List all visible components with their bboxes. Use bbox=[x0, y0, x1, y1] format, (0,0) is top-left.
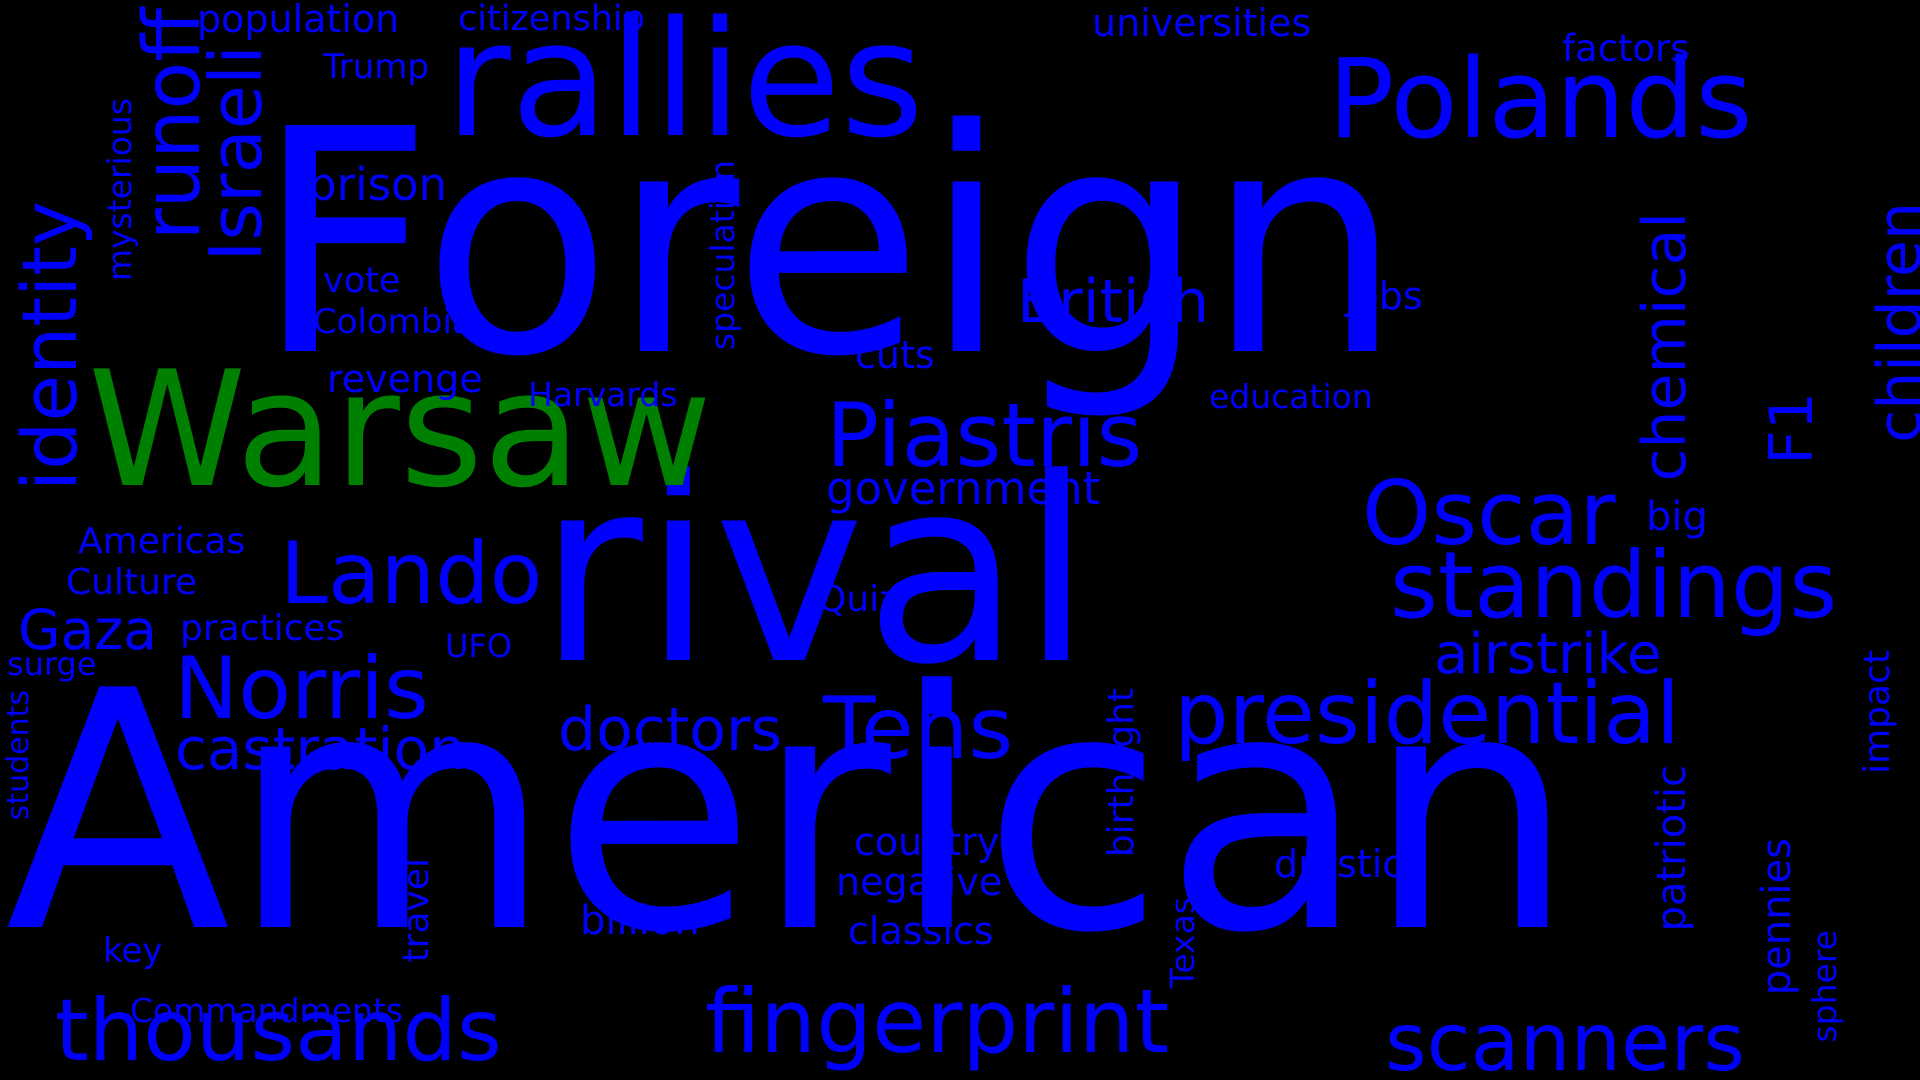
word-tens: Tens bbox=[823, 679, 1014, 779]
word-commandments: Commandments bbox=[130, 991, 404, 1030]
word-scanners: scanners bbox=[1385, 996, 1745, 1080]
word-rallies: rallies bbox=[445, 0, 924, 173]
word-big: big bbox=[1646, 494, 1708, 540]
word-speculation: speculation bbox=[703, 160, 742, 351]
word-citizenship: citizenship bbox=[458, 0, 645, 39]
word-doctors: doctors bbox=[558, 695, 782, 765]
word-fingerprint: fingerprint bbox=[705, 970, 1170, 1073]
word-piastris: Piastris bbox=[826, 384, 1143, 487]
word-mysterious: mysterious bbox=[100, 98, 139, 282]
word-trump: Trump bbox=[323, 47, 430, 87]
word-ufo: UFO bbox=[445, 627, 513, 665]
word-oscar: Oscar bbox=[1362, 462, 1616, 565]
word-harvards: Harvards bbox=[528, 375, 678, 414]
word-sphere: sphere bbox=[1805, 930, 1844, 1043]
word-pennies: pennies bbox=[1754, 838, 1800, 996]
word-foreign: Foreign bbox=[255, 64, 1403, 425]
word-students: students bbox=[1, 690, 36, 821]
word-impact: impact bbox=[1857, 650, 1898, 774]
word-f1: F1 bbox=[1757, 392, 1827, 465]
word-presidential: presidential bbox=[1174, 664, 1680, 764]
word-british: British bbox=[1017, 267, 1209, 337]
word-lando: Lando bbox=[280, 524, 543, 624]
word-government: government bbox=[826, 462, 1101, 515]
word-texas: Texas bbox=[1163, 897, 1202, 989]
word-gaza: Gaza bbox=[18, 598, 157, 662]
word-colombia: Colombia bbox=[313, 302, 473, 342]
word-negative: negative bbox=[836, 860, 1003, 904]
word-country: country bbox=[854, 820, 1000, 864]
word-americas: Americas bbox=[78, 521, 246, 562]
word-polands: Polands bbox=[1328, 35, 1753, 163]
word-revenge: revenge bbox=[327, 357, 483, 401]
word-universities: universities bbox=[1092, 1, 1312, 45]
word-birthright: birthright bbox=[1101, 688, 1142, 858]
word-castration: castration bbox=[175, 715, 466, 783]
word-population: population bbox=[197, 0, 400, 41]
word-cuts: cuts bbox=[855, 333, 935, 377]
word-practices: practices bbox=[180, 608, 345, 649]
word-thousands: thousands bbox=[55, 981, 502, 1080]
word-classics: classics bbox=[848, 909, 994, 953]
word-factors: factors bbox=[1562, 27, 1690, 70]
word-quiz: Quiz bbox=[818, 579, 899, 620]
word-travel: travel bbox=[396, 858, 437, 963]
word-chemical: chemical bbox=[1630, 212, 1700, 482]
word-standings: standings bbox=[1390, 532, 1838, 639]
word-culture: Culture bbox=[66, 562, 198, 603]
word-key: key bbox=[103, 931, 163, 971]
word-children: children bbox=[1865, 202, 1920, 443]
word-jobs: jobs bbox=[1345, 274, 1423, 318]
word-drastic: drastic bbox=[1274, 842, 1404, 886]
word-surge: surge bbox=[7, 645, 97, 683]
word-israeli: Israeli bbox=[194, 45, 278, 262]
word-american: American bbox=[5, 621, 1576, 1005]
word-warsaw: Warsaw bbox=[88, 336, 713, 523]
word-airstrike: airstrike bbox=[1434, 622, 1662, 687]
word-norris: Norris bbox=[174, 639, 429, 739]
word-vote: vote bbox=[323, 261, 401, 301]
word-rival: rival bbox=[538, 424, 1092, 721]
word-identity: identity bbox=[5, 201, 94, 491]
word-education: education bbox=[1209, 377, 1373, 416]
word-billion: billion bbox=[580, 898, 700, 944]
word-patriotic: patriotic bbox=[1649, 765, 1695, 932]
word-prison: prison bbox=[308, 158, 448, 211]
